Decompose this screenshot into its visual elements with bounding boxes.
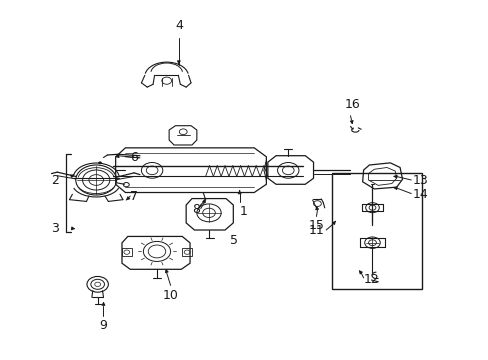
Bar bbox=[182, 248, 192, 256]
Text: 16: 16 bbox=[344, 98, 360, 111]
Text: 12: 12 bbox=[363, 273, 379, 286]
Text: 6: 6 bbox=[129, 151, 137, 165]
Text: 13: 13 bbox=[411, 174, 427, 186]
Circle shape bbox=[99, 162, 102, 164]
Text: 10: 10 bbox=[163, 289, 178, 302]
Text: 15: 15 bbox=[308, 219, 324, 232]
Text: 4: 4 bbox=[175, 19, 183, 32]
Text: 14: 14 bbox=[411, 188, 427, 201]
Text: 5: 5 bbox=[229, 234, 238, 247]
Text: 9: 9 bbox=[100, 319, 107, 332]
Text: 1: 1 bbox=[239, 205, 247, 218]
Text: 11: 11 bbox=[308, 224, 324, 237]
Bar bbox=[122, 248, 131, 256]
Text: 3: 3 bbox=[51, 222, 59, 235]
Text: 8: 8 bbox=[191, 203, 200, 216]
Text: 7: 7 bbox=[130, 190, 138, 203]
Text: 2: 2 bbox=[51, 174, 59, 186]
Bar bbox=[331, 173, 421, 289]
